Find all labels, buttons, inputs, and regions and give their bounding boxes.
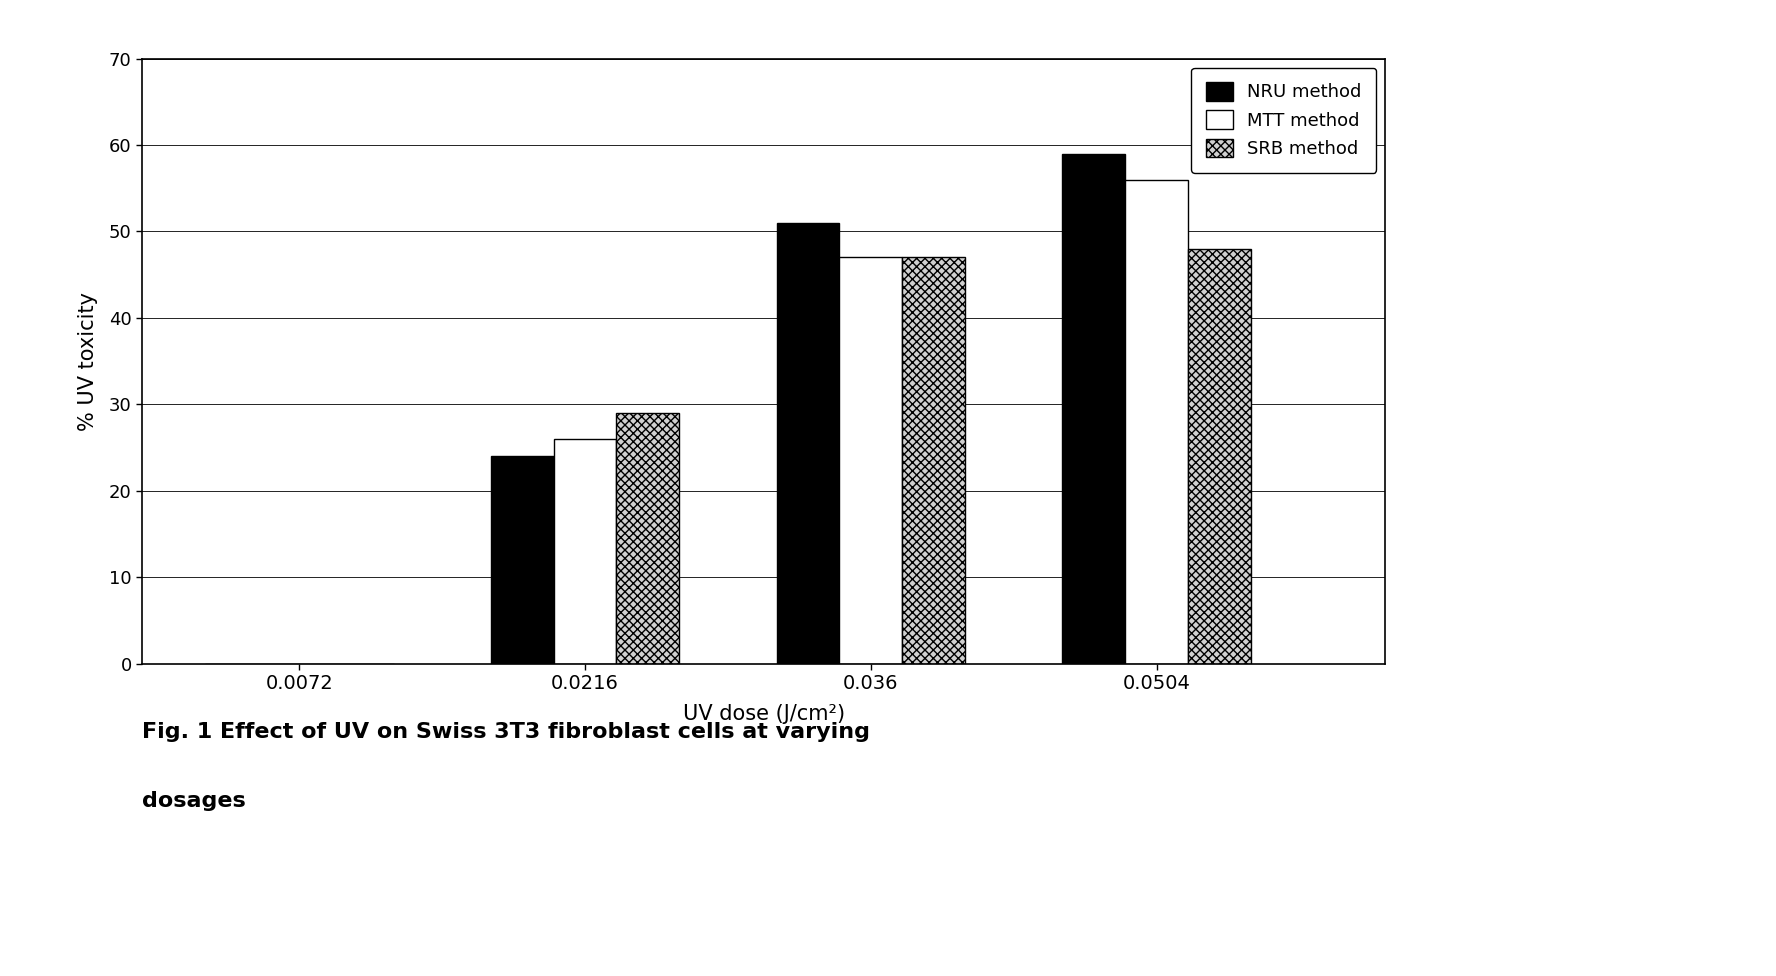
- X-axis label: UV dose (J/cm²): UV dose (J/cm²): [682, 705, 845, 724]
- Bar: [554, 439, 616, 664]
- Bar: [616, 413, 680, 664]
- Legend: NRU method, MTT method, SRB method: NRU method, MTT method, SRB method: [1192, 67, 1376, 173]
- Text: Fig. 1 Effect of UV on Swiss 3T3 fibroblast cells at varying: Fig. 1 Effect of UV on Swiss 3T3 fibrobl…: [142, 722, 870, 742]
- Bar: [902, 258, 964, 664]
- Bar: [840, 258, 902, 664]
- Bar: [776, 223, 840, 664]
- Bar: [1062, 153, 1126, 664]
- Y-axis label: % UV toxicity: % UV toxicity: [78, 292, 98, 430]
- Text: dosages: dosages: [142, 791, 245, 810]
- Bar: [1126, 180, 1188, 664]
- Bar: [1188, 249, 1250, 664]
- Bar: [490, 456, 554, 664]
